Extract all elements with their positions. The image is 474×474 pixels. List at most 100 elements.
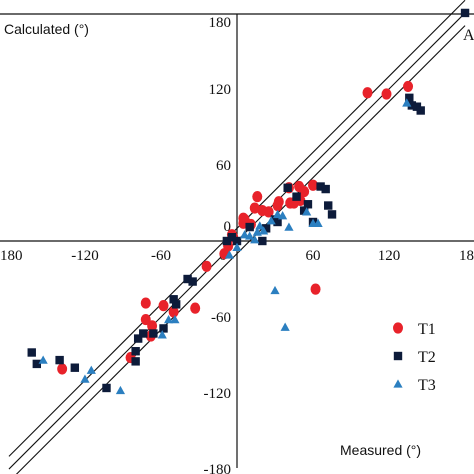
point-t1 xyxy=(362,87,373,99)
point-t1 xyxy=(238,212,249,224)
point-t2 xyxy=(169,295,178,304)
point-t3 xyxy=(157,330,167,339)
point-t2 xyxy=(292,192,301,201)
x-tick-label: 60 xyxy=(306,248,321,264)
point-t1 xyxy=(249,202,260,214)
point-t2 xyxy=(222,236,232,246)
point-t3 xyxy=(245,231,255,240)
point-t2 xyxy=(32,359,42,369)
point-t1 xyxy=(190,302,201,314)
legend-label-t2: T2 xyxy=(418,349,436,366)
point-t3 xyxy=(80,374,90,383)
point-t2 xyxy=(321,184,330,194)
point-t2 xyxy=(188,277,197,286)
legend-marker-t3 xyxy=(393,379,403,388)
legend-marker-t1 xyxy=(393,322,403,334)
series-t1 xyxy=(57,80,414,375)
point-t2 xyxy=(133,334,143,343)
point-t2 xyxy=(171,300,181,309)
point-t3 xyxy=(259,226,269,235)
point-t2 xyxy=(245,222,254,232)
point-t2 xyxy=(149,329,158,338)
point-t2 xyxy=(316,182,325,191)
point-t2 xyxy=(407,101,417,110)
point-t2 xyxy=(232,236,242,246)
point-t1 xyxy=(263,206,274,218)
x-tick-label: 18 xyxy=(459,248,474,264)
point-t3 xyxy=(38,355,48,364)
point-t3 xyxy=(313,218,323,227)
point-t2 xyxy=(227,232,237,242)
point-t2 xyxy=(460,8,470,18)
point-t2 xyxy=(131,357,140,366)
point-t1 xyxy=(403,80,414,93)
point-t2 xyxy=(258,236,267,246)
point-t1 xyxy=(201,260,212,272)
point-t3 xyxy=(86,365,96,374)
point-t1 xyxy=(147,320,158,332)
point-t3 xyxy=(232,242,242,252)
point-t2 xyxy=(102,383,111,393)
point-t2 xyxy=(283,183,292,192)
point-t2 xyxy=(70,363,80,372)
y-tick-label: -180 xyxy=(204,462,232,474)
point-t1 xyxy=(308,179,319,191)
point-t3 xyxy=(284,222,294,231)
point-t3 xyxy=(255,221,265,230)
point-t2 xyxy=(299,206,309,215)
series-t2 xyxy=(27,8,470,393)
point-t1 xyxy=(310,283,321,295)
point-t3 xyxy=(402,98,412,107)
point-t1 xyxy=(158,300,169,312)
y-tick-label: -60 xyxy=(211,310,231,326)
point-t2 xyxy=(55,355,64,365)
legend-marker-t2 xyxy=(393,351,403,361)
point-t2 xyxy=(273,217,282,227)
x-tick-label: -120 xyxy=(71,248,99,264)
point-t2 xyxy=(131,347,140,356)
point-t1 xyxy=(381,88,392,100)
x-axis-label: Measured (°) xyxy=(340,442,421,458)
y-tick-label: -120 xyxy=(204,386,232,402)
point-t2 xyxy=(405,93,414,103)
point-t2 xyxy=(327,210,337,219)
point-t3 xyxy=(302,207,312,216)
point-t2 xyxy=(416,106,425,115)
x-tick-label: 120 xyxy=(378,248,401,264)
x-tick-label: 180 xyxy=(0,248,23,264)
point-t1 xyxy=(299,185,310,198)
corner-label: A xyxy=(463,27,474,44)
point-t3 xyxy=(224,250,234,259)
point-t2 xyxy=(324,201,333,210)
point-t2 xyxy=(261,224,271,233)
data-points xyxy=(27,8,470,395)
point-t3 xyxy=(250,235,260,244)
point-t3 xyxy=(270,285,280,295)
point-t1 xyxy=(168,306,179,318)
point-t3 xyxy=(240,230,250,239)
point-t1 xyxy=(273,196,284,208)
point-t2 xyxy=(159,324,168,333)
point-t3 xyxy=(272,209,283,219)
series-t3 xyxy=(38,98,412,395)
legend-label-t1: T1 xyxy=(418,321,436,338)
point-t1 xyxy=(140,297,151,309)
x-tick-label: -60 xyxy=(151,248,171,264)
y-tick-label: 0 xyxy=(224,219,232,235)
point-t3 xyxy=(163,314,174,324)
point-t2 xyxy=(183,274,192,284)
point-t3 xyxy=(170,314,180,324)
y-tick-label: 120 xyxy=(209,82,232,98)
y-tick-label: 60 xyxy=(216,158,231,174)
y-tick-label: 180 xyxy=(209,15,232,31)
y-axis-label: Calculated (°) xyxy=(4,21,89,37)
point-t2 xyxy=(139,329,148,338)
point-t1 xyxy=(57,363,68,375)
point-t3 xyxy=(266,216,276,225)
point-t3 xyxy=(280,322,290,331)
point-t3 xyxy=(278,211,288,220)
point-t2 xyxy=(27,348,36,357)
legend-label-t3: T3 xyxy=(418,377,436,394)
point-t2 xyxy=(303,200,313,209)
